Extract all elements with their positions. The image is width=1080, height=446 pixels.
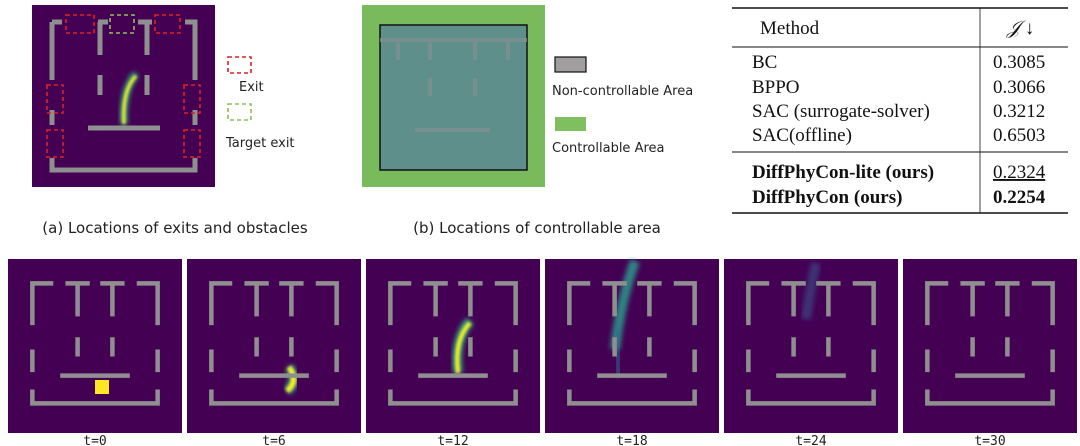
frame-label: t=18 [616,434,647,446]
non-controllable-area [379,24,528,171]
frame-label: t=12 [437,434,468,446]
score: 0.3066 [993,77,1045,98]
exit-markers [46,14,252,158]
frame: t=12 [366,259,540,446]
walls [49,19,198,173]
caption: (b) Locations of controllable area [413,219,661,237]
frame: t=0 [8,259,182,446]
frame-label: t=30 [974,434,1005,446]
score: 0.2324 [993,162,1046,183]
panel-a: Exit Target exit [32,5,295,187]
dye [614,328,622,378]
table-header: Method [760,18,820,39]
frame-label: t=24 [795,434,826,446]
legend-label: Controllable Area [552,141,664,156]
frame: t=18 [545,259,719,446]
dye [95,380,109,394]
dye [801,261,821,320]
method: DiffPhyCon (ours) [752,187,902,208]
legend-swatch [555,117,586,131]
table-header: 𝒥 ↓ [1006,18,1034,39]
method: BPPO [752,77,800,98]
frame: t=6 [187,259,361,446]
dye [455,321,472,374]
method: DiffPhyCon-lite (ours) [752,162,934,183]
score: 0.6503 [993,125,1045,146]
method: SAC (surrogate-solver) [752,101,930,122]
caption: (a) Locations of exits and obstacles [42,219,308,237]
results-table: Method 𝒥 ↓ BC 0.3085 BPPO 0.3066 SAC (su… [732,7,1068,214]
legend-label: Exit [239,80,264,95]
frame: t=30 [903,259,1077,446]
frame: t=24 [724,259,898,446]
frame-label: t=6 [262,434,285,446]
legend-label: Non-controllable Area [552,84,693,99]
frame-label: t=0 [83,434,106,446]
score: 0.2254 [993,187,1046,208]
score: 0.3212 [993,101,1045,122]
score: 0.3085 [993,52,1045,73]
legend-swatch [554,56,587,73]
method: SAC(offline) [752,125,852,146]
frames: t=0 t=6 t=12 t=18 t=24 t=30 [8,259,1077,446]
panel-b: Non-controllable Area Controllable Area [362,5,693,187]
legend-label: Target exit [225,136,295,151]
plume-core [122,74,138,125]
dye [285,365,296,393]
method: BC [752,52,777,73]
